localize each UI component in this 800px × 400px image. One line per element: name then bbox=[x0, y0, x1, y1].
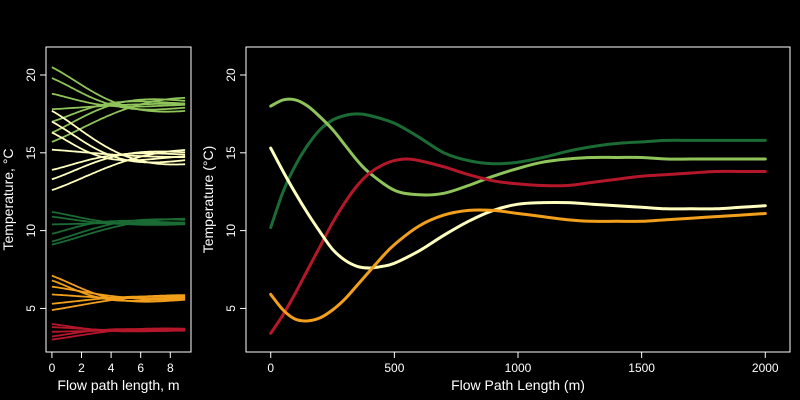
y-tick-label: 10 bbox=[24, 224, 38, 238]
small-series-line-pale_yellow bbox=[51, 149, 186, 192]
small-series-line-pale_yellow bbox=[51, 131, 186, 162]
small-series-line-red bbox=[51, 328, 186, 338]
small-series-line-pale_yellow bbox=[51, 120, 186, 164]
y-tick-label: 20 bbox=[224, 68, 238, 82]
small-series-line-red bbox=[51, 327, 186, 341]
main-series-line-pale_yellow bbox=[269, 146, 767, 270]
x-tick-label: 4 bbox=[108, 361, 115, 375]
small-series-line-dark_green bbox=[51, 217, 186, 246]
x-tick-label: 2 bbox=[78, 361, 85, 375]
x-tick-label: 8 bbox=[167, 361, 174, 375]
x-tick-label: 6 bbox=[137, 361, 144, 375]
y-tick-label: 5 bbox=[224, 305, 238, 312]
y-tick-label: 10 bbox=[224, 224, 238, 238]
main-series-line-dark_green bbox=[269, 112, 767, 229]
small-series-line-orange bbox=[51, 294, 186, 311]
x-tick-label: 2000 bbox=[752, 361, 779, 375]
x-axis-label: Flow Path Length (m) bbox=[451, 377, 585, 393]
x-tick-label: 0 bbox=[49, 361, 56, 375]
x-tick-label: 1500 bbox=[628, 361, 655, 375]
small-series-line-pale_yellow bbox=[51, 110, 186, 166]
x-tick-label: 0 bbox=[267, 361, 274, 375]
x-axis-label: Flow path length, m bbox=[57, 377, 179, 393]
plot-frame bbox=[45, 46, 192, 353]
y-tick-label: 20 bbox=[24, 68, 38, 82]
y-tick-label: 5 bbox=[24, 305, 38, 312]
y-axis-label: Temperature, °C bbox=[0, 148, 16, 250]
x-tick-label: 500 bbox=[384, 361, 404, 375]
small-series-line-light_green bbox=[51, 102, 186, 111]
small-series-line-light_green bbox=[51, 92, 186, 108]
y-axis-label: Temperature (°C) bbox=[200, 146, 216, 254]
small-series-line-dark_green bbox=[51, 219, 186, 235]
main-series-line-light_green bbox=[269, 97, 767, 197]
y-tick-label: 15 bbox=[224, 146, 238, 160]
x-tick-label: 1000 bbox=[505, 361, 532, 375]
y-tick-label: 15 bbox=[24, 146, 38, 160]
main-series-line-orange bbox=[269, 208, 767, 323]
small-series-line-light_green bbox=[51, 96, 186, 143]
small-multiples-panel: 0 2 4 6 8 5 10 15 20 Flow path length, m Temperatu… bbox=[0, 46, 192, 393]
main-temperature-panel: 0 500 1000 1500 2000 5 10 15 20 Flow Path Length … bbox=[200, 46, 791, 393]
